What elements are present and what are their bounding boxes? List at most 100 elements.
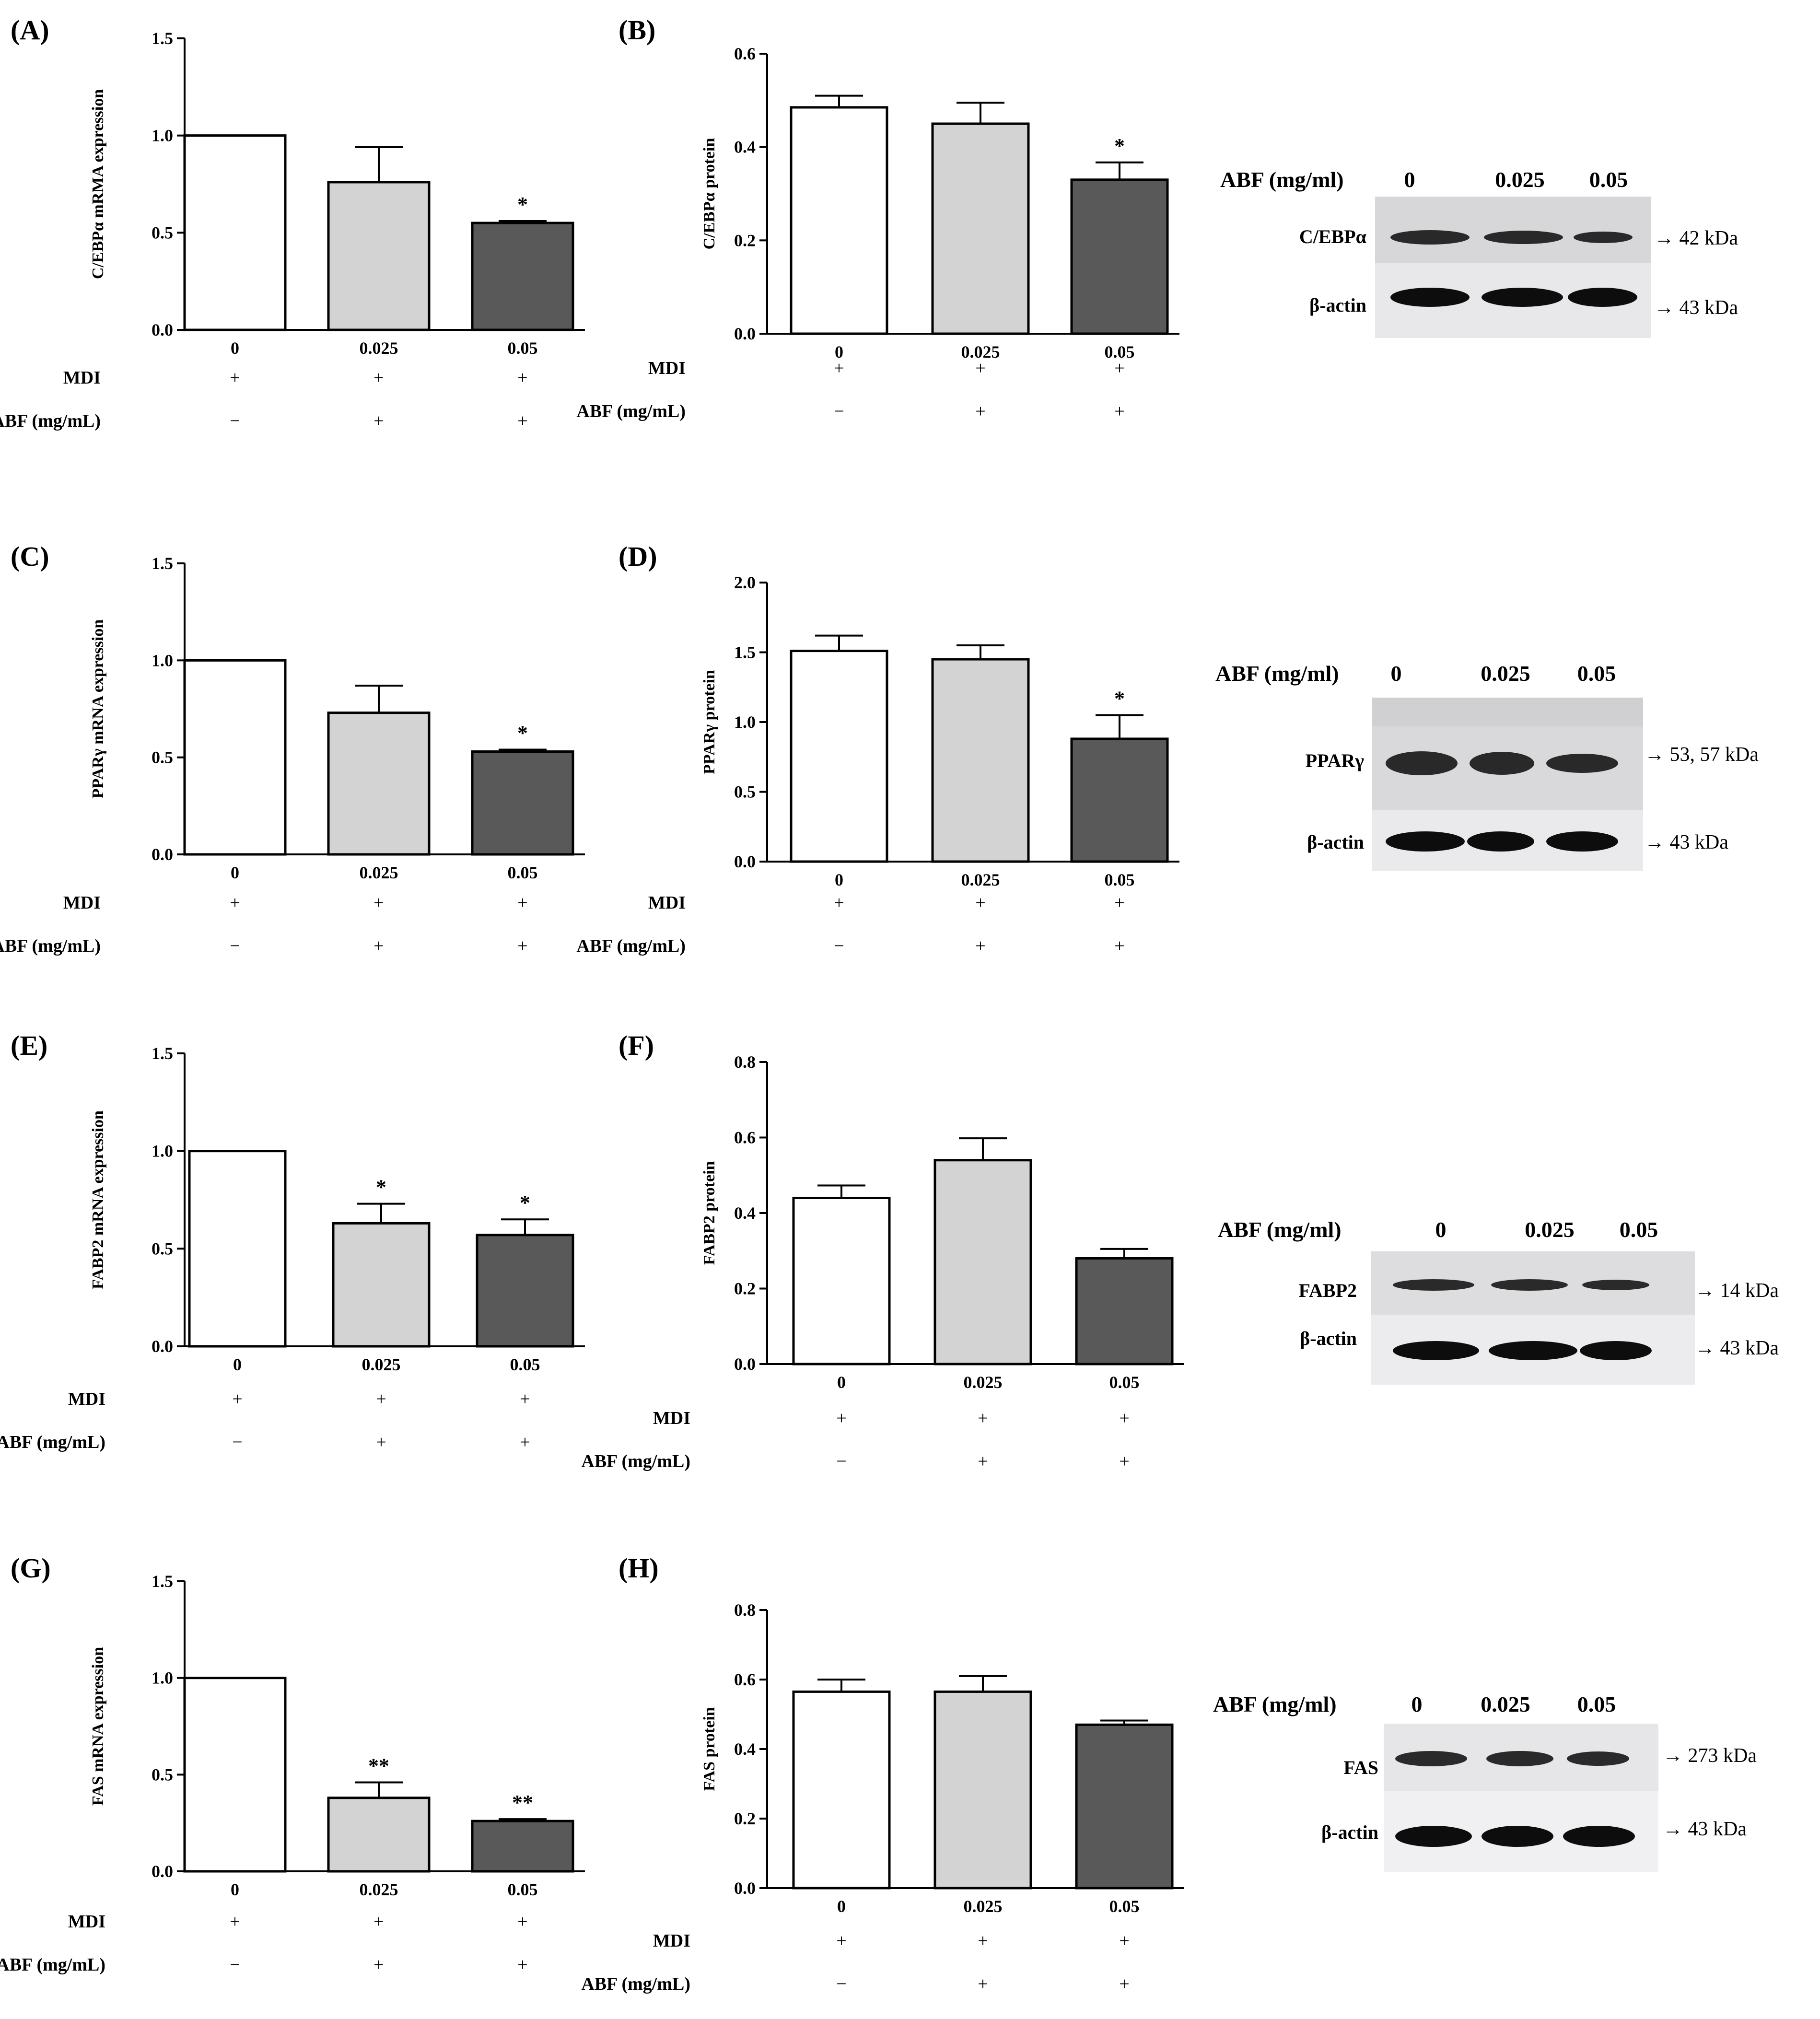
y-tick-label: 0.0 <box>152 1337 173 1356</box>
protein-band <box>1393 1279 1474 1291</box>
y-tick-label: 0.0 <box>734 1879 756 1898</box>
protein-band <box>1470 752 1534 775</box>
y-tick-label: 0.0 <box>734 324 756 343</box>
x-tick-label: 0.025 <box>964 1373 1003 1392</box>
treatment-sign: + <box>1114 936 1124 956</box>
blot-dose-label: 0 <box>1435 1217 1447 1242</box>
treatment-sign: + <box>834 358 844 378</box>
y-tick-label: 0.5 <box>152 1765 173 1784</box>
protein-band <box>1582 1280 1649 1290</box>
significance-marker: * <box>376 1176 386 1199</box>
actin-band <box>1482 1826 1553 1847</box>
y-tick-label: 0.4 <box>734 1203 756 1223</box>
treatment-sign: + <box>975 401 985 421</box>
x-tick-label: 0.025 <box>360 338 398 358</box>
y-tick-label: 1.5 <box>152 1572 173 1591</box>
x-tick-label: 0.05 <box>1105 342 1135 362</box>
y-tick-label: 0.0 <box>152 1862 173 1881</box>
treatment-row-label: MDI <box>653 1408 690 1428</box>
blot-header: ABF (mg/ml) <box>1215 661 1339 686</box>
x-tick-label: 0 <box>233 1355 242 1374</box>
treatment-sign: + <box>975 358 985 378</box>
treatment-sign: + <box>834 893 844 913</box>
protein-band <box>1390 230 1470 245</box>
significance-marker: ** <box>368 1754 389 1777</box>
y-axis-title: FAS mRNA expression <box>89 1647 107 1806</box>
treatment-sign: + <box>232 1389 242 1409</box>
blot-size-label: → 43 kDa <box>1645 831 1728 853</box>
blot-haze <box>1372 698 1643 726</box>
blot-dose-label: 0.025 <box>1525 1217 1575 1242</box>
x-tick-label: 0.025 <box>360 863 398 882</box>
x-tick-label: 0.025 <box>362 1355 401 1374</box>
y-tick-label: 0.5 <box>152 748 173 767</box>
treatment-row-label: ABF (mg/mL) <box>0 1432 105 1452</box>
treatment-sign: + <box>517 368 527 388</box>
actin-band <box>1563 1826 1635 1847</box>
blot-dose-label: 0.025 <box>1481 661 1530 686</box>
blot-size-label: → 53, 57 kDa <box>1645 744 1759 766</box>
treatment-sign: + <box>978 1451 988 1471</box>
x-tick-label: 0 <box>835 342 843 362</box>
bar-0 <box>790 650 888 863</box>
bar-0.025 <box>931 658 1030 863</box>
significance-marker: * <box>517 721 528 745</box>
blot-dose-label: 0 <box>1412 1692 1423 1716</box>
x-tick-label: 0 <box>837 1897 846 1916</box>
chart-panel-c: (C) 0.0 0.5 1.0 1.5 PPARγ mRNA expression 0 0.0… <box>0 541 585 956</box>
panel-label: (E) <box>11 1030 47 1061</box>
chart-panel-f: (F) 0.0 0.2 0.4 0.6 0.8 FABP2 protein 0 0.025 0.0… <box>581 1030 1184 1471</box>
blot-size-label: → 42 kDa <box>1654 227 1738 249</box>
x-tick-label: 0.025 <box>961 342 1000 362</box>
y-tick-label: 1.0 <box>152 1669 173 1688</box>
y-tick-label: 1.0 <box>152 651 173 670</box>
significance-marker: * <box>1114 134 1125 158</box>
western-blot-1: ABF (mg/ml) 0 0.025 0.05 C/EBPα → 42 kDa β-act… <box>1220 167 1738 338</box>
blot-dose-label: 0.025 <box>1481 1692 1530 1716</box>
treatment-row-label: MDI <box>68 1389 105 1409</box>
x-tick-label: 0.05 <box>1109 1373 1140 1392</box>
treatment-sign: + <box>1119 1408 1129 1428</box>
treatment-sign: − <box>232 1432 242 1452</box>
actin-band <box>1393 1341 1479 1360</box>
western-blot-3: ABF (mg/ml) 0 0.025 0.05 FABP2 → 14 kDa β-acti… <box>1218 1217 1779 1385</box>
y-tick-label: 0.2 <box>734 1279 756 1298</box>
treatment-sign: − <box>230 936 240 956</box>
x-tick-label: 0.025 <box>961 870 1000 889</box>
bar-0.05 <box>1075 1723 1174 1890</box>
panel-label: (B) <box>618 14 655 46</box>
treatment-sign: + <box>517 1955 527 1975</box>
protein-band <box>1386 751 1458 775</box>
blot-protein-label: β-actin <box>1307 831 1364 853</box>
x-tick-label: 0.05 <box>508 863 538 882</box>
y-tick-label: 1.0 <box>152 1142 173 1161</box>
treatment-sign: + <box>230 368 240 388</box>
treatment-sign: + <box>1114 893 1124 913</box>
significance-marker: ** <box>512 1791 533 1814</box>
treatment-sign: + <box>1119 1974 1129 1994</box>
chart-panel-d: (D) 0.0 0.5 1.0 1.5 2.0 PPARγ protein 0 0.025 * 0.… <box>576 541 1179 956</box>
treatment-sign: + <box>373 411 384 431</box>
treatment-sign: − <box>230 1955 240 1975</box>
treatment-sign: + <box>836 1408 846 1428</box>
y-tick-label: 1.0 <box>734 712 756 732</box>
actin-band <box>1390 288 1470 307</box>
bar-0.025 <box>931 122 1030 335</box>
protein-band <box>1395 1751 1467 1766</box>
treatment-row-label: ABF (mg/mL) <box>0 411 101 431</box>
y-tick-label: 1.5 <box>152 554 173 573</box>
treatment-sign: + <box>517 1912 527 1932</box>
blot-protein-label: β-actin <box>1321 1821 1378 1843</box>
y-tick-label: 0.0 <box>152 320 173 339</box>
panel-label: (D) <box>618 541 657 572</box>
blot-header: ABF (mg/ml) <box>1218 1217 1342 1242</box>
treatment-sign: − <box>834 401 844 421</box>
y-axis-title: FAS protein <box>700 1707 718 1791</box>
treatment-sign: + <box>373 1955 384 1975</box>
bar-0.025 <box>933 1690 1032 1890</box>
treatment-sign: + <box>230 1912 240 1932</box>
x-tick-label: 0 <box>231 338 239 358</box>
actin-band <box>1489 1341 1577 1360</box>
bar-0 <box>183 134 287 331</box>
treatment-sign: + <box>230 893 240 913</box>
